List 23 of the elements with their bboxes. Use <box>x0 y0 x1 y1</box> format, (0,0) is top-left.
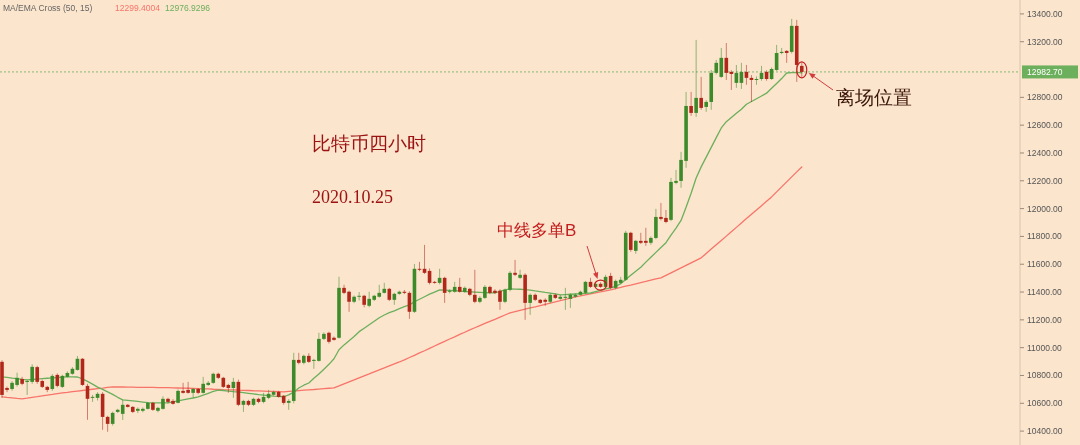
ytick-label: 12600.00 <box>1027 120 1063 131</box>
ytick-label: 10600.00 <box>1027 398 1063 409</box>
ref-line-label: 12982.70 <box>1027 66 1063 77</box>
ytick-label: 11800.00 <box>1027 231 1062 242</box>
ytick-label: 10800.00 <box>1027 370 1063 381</box>
ytick-label: 12000.00 <box>1027 203 1063 214</box>
ytick-label: 12400.00 <box>1027 147 1063 158</box>
annotation: MA/EMA Cross (50, 15) <box>3 3 93 13</box>
ytick-label: 11200.00 <box>1027 314 1062 325</box>
ytick-label: 11000.00 <box>1027 342 1062 353</box>
ytick-label: 12200.00 <box>1027 175 1063 186</box>
annotation: 中线多单B <box>497 221 577 240</box>
subtitle: 2020.10.25 <box>312 187 393 207</box>
title: 比特币四小时 <box>312 133 426 154</box>
ytick-label: 11400.00 <box>1027 287 1062 298</box>
annotation: 离场位置 <box>836 87 912 108</box>
annotation: 12299.4004 <box>115 3 160 13</box>
ytick-label: 11600.00 <box>1027 259 1062 270</box>
ytick-label: 13400.00 <box>1027 8 1063 19</box>
ytick-label: 10400.00 <box>1027 426 1063 437</box>
ytick-label: 13200.00 <box>1027 36 1063 47</box>
annotation: 12976.9296 <box>165 3 210 13</box>
ytick-label: 12800.00 <box>1027 92 1063 103</box>
